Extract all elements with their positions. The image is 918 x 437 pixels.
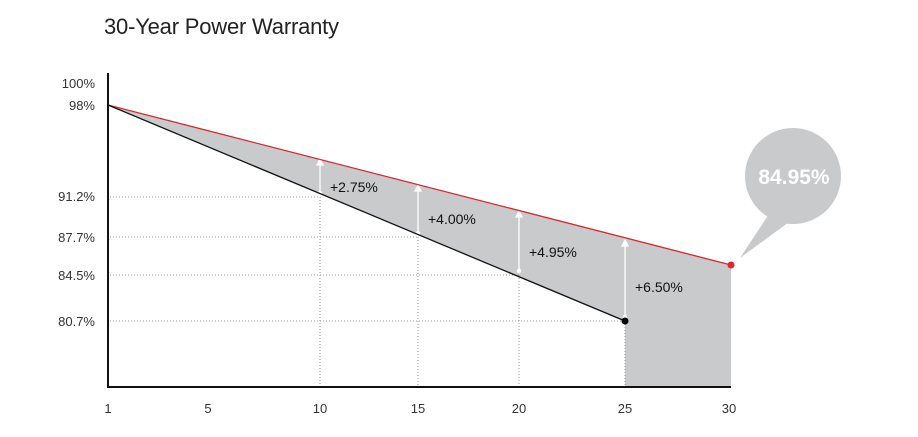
- gap-area: [108, 105, 731, 387]
- grid-vertical: [319, 197, 626, 387]
- grid-horizontal: [110, 196, 625, 322]
- warranty-line: [107, 104, 732, 266]
- svg-text:80.7%: 80.7%: [58, 314, 95, 329]
- warranty-end-dot: [727, 261, 735, 269]
- gap-label-15: +4.00%: [428, 211, 476, 227]
- svg-text:30: 30: [722, 401, 736, 416]
- gap-label-10: +2.75%: [330, 179, 378, 195]
- svg-text:84.5%: 84.5%: [58, 268, 95, 283]
- svg-text:15: 15: [411, 401, 425, 416]
- gap-label-20: +4.95%: [529, 244, 577, 260]
- svg-text:25: 25: [618, 401, 632, 416]
- standard-end-dot: [621, 317, 629, 325]
- svg-text:10: 10: [313, 401, 327, 416]
- svg-text:91.2%: 91.2%: [58, 189, 95, 204]
- callout-bubble: 84.95%: [740, 128, 841, 258]
- svg-text:5: 5: [204, 401, 211, 416]
- standard-line: [107, 104, 626, 322]
- x-axis-labels: 1 5 10 15 20 25 30: [104, 401, 736, 416]
- svg-text:1: 1: [104, 401, 111, 416]
- callout-value: 84.95%: [758, 166, 830, 189]
- svg-text:87.7%: 87.7%: [58, 230, 95, 245]
- svg-text:98%: 98%: [69, 98, 95, 113]
- svg-text:100%: 100%: [62, 76, 96, 91]
- gap-label-25: +6.50%: [635, 279, 683, 295]
- svg-text:20: 20: [512, 401, 526, 416]
- chart-title: 30-Year Power Warranty: [104, 14, 339, 39]
- y-axis-labels: 100% 98% 91.2% 87.7% 84.5% 80.7%: [58, 76, 95, 329]
